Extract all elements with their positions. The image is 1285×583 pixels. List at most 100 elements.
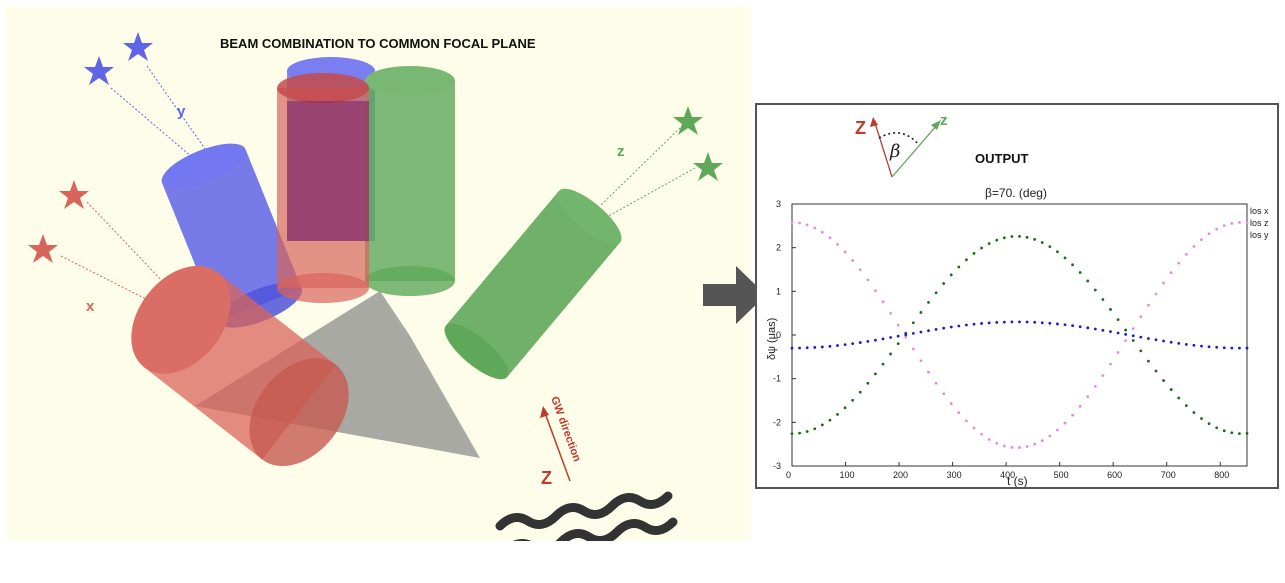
point-los-x [866, 381, 870, 385]
point-los-z [919, 359, 923, 363]
point-los-z [957, 411, 961, 415]
point-los-x [1063, 256, 1067, 260]
point-los-z [934, 381, 938, 385]
y-tick-label: 0 [776, 330, 781, 340]
point-los-x [798, 431, 801, 435]
point-los-z [866, 278, 870, 282]
point-los-x [1101, 298, 1105, 301]
point-los-z [1245, 221, 1249, 225]
x-tick-label: 800 [1214, 470, 1229, 480]
x-tick-label: 400 [1000, 470, 1015, 480]
point-los-z [889, 311, 892, 315]
beta-inset [870, 117, 941, 178]
gw-direction-label: GW direction [548, 395, 583, 464]
point-los-y [995, 321, 999, 324]
point-los-x [1033, 237, 1037, 241]
point-los-z [1109, 362, 1112, 366]
point-los-x [1093, 288, 1097, 292]
point-los-z [1063, 421, 1067, 425]
star-y-2 [84, 56, 114, 85]
point-los-x [820, 423, 824, 427]
star-x-2 [28, 234, 58, 263]
point-los-z [858, 268, 862, 272]
x-tick-label: 100 [840, 470, 855, 480]
scene-title: BEAM COMBINATION TO COMMON FOCAL PLANE [220, 36, 536, 51]
point-los-x [790, 432, 794, 436]
point-los-y [1071, 324, 1074, 328]
point-los-z [1131, 327, 1135, 331]
x-tick-label: 0 [786, 470, 791, 480]
point-los-x [1139, 349, 1143, 353]
point-los-y [866, 340, 870, 343]
point-los-x [813, 427, 817, 431]
point-los-y [1222, 346, 1226, 350]
point-los-y [1200, 344, 1203, 348]
y-axis-label: δψ (μas) [766, 318, 778, 360]
point-los-y [1154, 338, 1158, 342]
point-los-z [874, 289, 877, 292]
point-los-x [1131, 339, 1135, 342]
point-los-z [1018, 446, 1021, 449]
point-los-y [1207, 345, 1211, 349]
point-los-y [1116, 331, 1120, 335]
point-los-x [1109, 308, 1112, 311]
point-los-x [1200, 417, 1203, 420]
chart-title: β=70. (deg) [985, 186, 1047, 200]
point-los-z [972, 426, 976, 430]
point-los-x [911, 321, 915, 325]
y-tick-label: -2 [773, 417, 781, 427]
point-los-x [1245, 432, 1249, 435]
point-los-y [828, 344, 832, 348]
point-los-x [1207, 422, 1211, 426]
point-los-x [919, 311, 923, 314]
inset-beta: β [889, 141, 900, 162]
point-los-y [919, 330, 923, 334]
legend-item-los-y: los y [1250, 230, 1269, 240]
point-los-y [1238, 346, 1241, 350]
point-los-y [980, 322, 983, 325]
cylinder-overlap [287, 101, 369, 241]
star-z-2 [693, 152, 723, 181]
ray-y-2 [110, 87, 194, 159]
point-los-x [836, 413, 839, 416]
point-los-y [1109, 330, 1112, 334]
point-los-y [1215, 345, 1219, 349]
point-los-x [1071, 263, 1074, 267]
point-los-z [828, 236, 832, 240]
point-los-z [980, 432, 983, 436]
point-los-z [798, 221, 801, 225]
point-los-y [851, 342, 855, 346]
point-los-x [1230, 431, 1234, 435]
point-los-y [1033, 320, 1037, 324]
point-los-z [843, 250, 847, 254]
point-los-z [1162, 281, 1165, 285]
point-los-x [889, 352, 892, 356]
point-los-y [942, 326, 946, 330]
point-los-y [1078, 325, 1082, 329]
point-los-z [1002, 444, 1006, 448]
point-los-z [1040, 439, 1044, 443]
point-los-x [805, 430, 809, 433]
plot-frame [791, 203, 1248, 467]
point-los-y [1048, 321, 1052, 325]
point-los-x [828, 418, 832, 422]
point-los-z [1048, 434, 1052, 438]
point-los-y [1230, 346, 1234, 350]
point-los-y [813, 346, 817, 349]
inset-z-small: z [940, 112, 948, 129]
point-los-y [1093, 327, 1097, 331]
point-los-z [949, 402, 953, 405]
point-los-z [813, 226, 817, 230]
point-los-y [805, 346, 809, 350]
point-los-x [1116, 318, 1120, 322]
y-tick-label: -1 [773, 374, 781, 384]
point-los-x [843, 406, 847, 410]
ray-z-2 [604, 167, 696, 219]
beam-scene: BEAM COMBINATION TO COMMON FOCAL PLANE y… [28, 32, 723, 541]
point-los-y [1162, 339, 1165, 343]
point-los-y [1147, 337, 1150, 340]
x-tick-label: 500 [1054, 470, 1069, 480]
legend-item-los-z: los z [1250, 218, 1269, 228]
point-los-x [995, 238, 999, 242]
point-los-z [820, 230, 824, 234]
